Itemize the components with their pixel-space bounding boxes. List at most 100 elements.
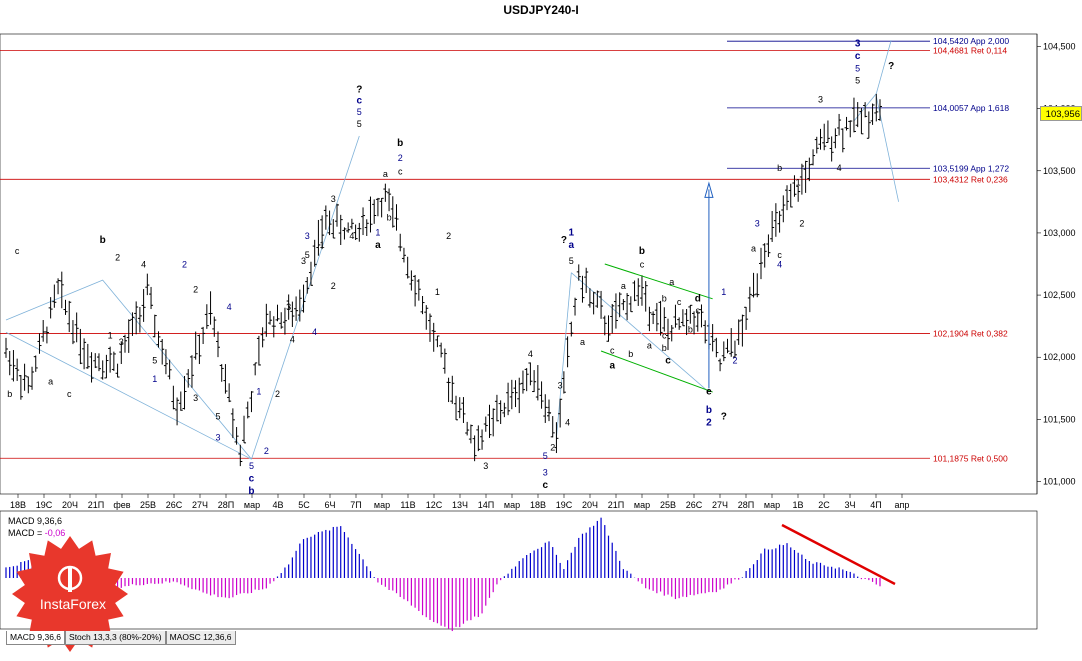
ohlc-bar [550,416,555,438]
ohlc-bar [692,311,697,335]
wave-label: ? [888,61,894,72]
wave-label: c [15,246,20,256]
price-tick-label-6: 101,500 [1043,414,1076,424]
time-axis: 18В 19С 20Ч 21П фев 25В 26С 27Ч 28П мар 4В 5С 6Ч 7П ма… [10,494,909,510]
ohlc-bar [695,310,700,332]
ohlc-bar [398,233,403,252]
ohlc-bar [580,275,585,303]
wave-label: ? [356,84,362,95]
ohlc-bar [472,435,477,462]
wave-label: 1 [796,178,801,188]
wave-label: 1 [721,287,726,297]
ohlc-bar [837,113,842,136]
ohlc-bar [308,261,313,286]
time-tick-label-8: 28П [218,500,234,510]
ohlc-bar [874,93,879,122]
level-label-0: 104,5420 App 2,000 [933,36,1009,46]
time-tick-label-1: 19С [36,500,53,510]
ohlc-bar [104,354,109,379]
wave-label: 2 [115,252,120,262]
ohlc-bar [755,273,760,298]
wave-label: 2 [446,231,451,241]
ohlc-bar [669,325,674,342]
time-tick-label-27: 27Ч [712,500,728,510]
ohlc-bar [799,163,804,195]
wave-label: c [855,51,861,62]
ohlc-bar [160,339,165,365]
ohlc-bar [628,296,633,313]
ohlc-bar [316,219,321,256]
ohlc-bar [245,401,250,419]
ohlc-bar [335,203,340,227]
ohlc-bar [361,207,366,236]
ohlc-bar [37,333,42,354]
ohlc-bar [130,312,135,336]
time-tick-label-32: 3Ч [844,500,855,510]
ohlc-bar [89,352,94,383]
wave-label: 2 [706,418,712,429]
wave-label: 1 [108,331,113,341]
macd-panel[interactable] [0,510,1038,630]
wave-label: ? [721,411,727,422]
wave-label: 2 [193,285,198,295]
ohlc-bar [751,272,756,298]
ohlc-bar [840,128,845,153]
channel-lower-line [600,350,713,393]
wave-label: 3 [193,393,198,403]
time-tick-label-24: мар [634,500,650,510]
ohlc-bar [223,364,228,394]
ohlc-bar [93,353,98,369]
time-tick-label-20: 18В [530,500,546,510]
wave-label: c [610,346,615,356]
wave-label: 3 [301,256,306,266]
wave-label: 5 [305,250,310,260]
ohlc-bar [554,422,559,454]
ohlc-bar [714,337,719,358]
ohlc-bar [230,408,235,439]
ohlc-bar [454,395,459,421]
ohlc-bar [770,210,775,242]
ohlc-bar [372,199,377,224]
wave-label: 4 [141,260,146,270]
wave-label: a [383,169,388,179]
price-tick-label-7: 101,000 [1043,477,1076,487]
ohlc-bar [424,305,429,330]
wave-label: b [628,349,633,359]
tab-macd[interactable]: MACD 9,36,6 [6,631,66,645]
wave-label: 3 [558,380,563,390]
wave-label: 4 [565,418,570,428]
ohlc-bar [312,239,317,267]
ohlc-bar [818,128,823,150]
wave-label: a [569,240,575,251]
ohlc-bar [7,351,12,376]
ohlc-bar [85,343,90,369]
ohlc-bar [193,331,198,360]
time-tick-label-34: апр [895,500,910,510]
ohlc-bar [305,277,310,294]
ohlc-bar [264,303,269,337]
time-tick-label-23: 21П [608,500,624,510]
tab-stoch[interactable]: Stoch 13,3,3 (80%-20%) [65,631,166,645]
ohlc-bar [368,196,373,233]
ohlc-bar [405,256,410,279]
ohlc-bar [286,294,291,320]
ohlc-bar [636,278,641,306]
ohlc-bar [145,273,150,296]
ohlc-bar [349,218,354,230]
wave-label: 5 [152,355,157,365]
wave-label: 4 [837,163,842,173]
ohlc-bar [163,349,168,375]
wave-label: b [662,293,667,303]
wave-label: b [387,212,392,222]
tab-maosc[interactable]: MAOSC 12,36,6 [165,631,236,645]
wave-label: 3 [543,467,548,477]
ohlc-bar [346,222,351,233]
ohlc-bar [137,306,142,333]
ohlc-bar [762,243,767,268]
wave-label: ? [561,235,567,246]
ohlc-bar [822,123,827,151]
level-label-2: 104,0057 App 1,618 [933,103,1009,113]
ohlc-bar [587,288,592,308]
time-tick-label-15: 11В [400,500,415,510]
ohlc-bar [364,219,369,237]
